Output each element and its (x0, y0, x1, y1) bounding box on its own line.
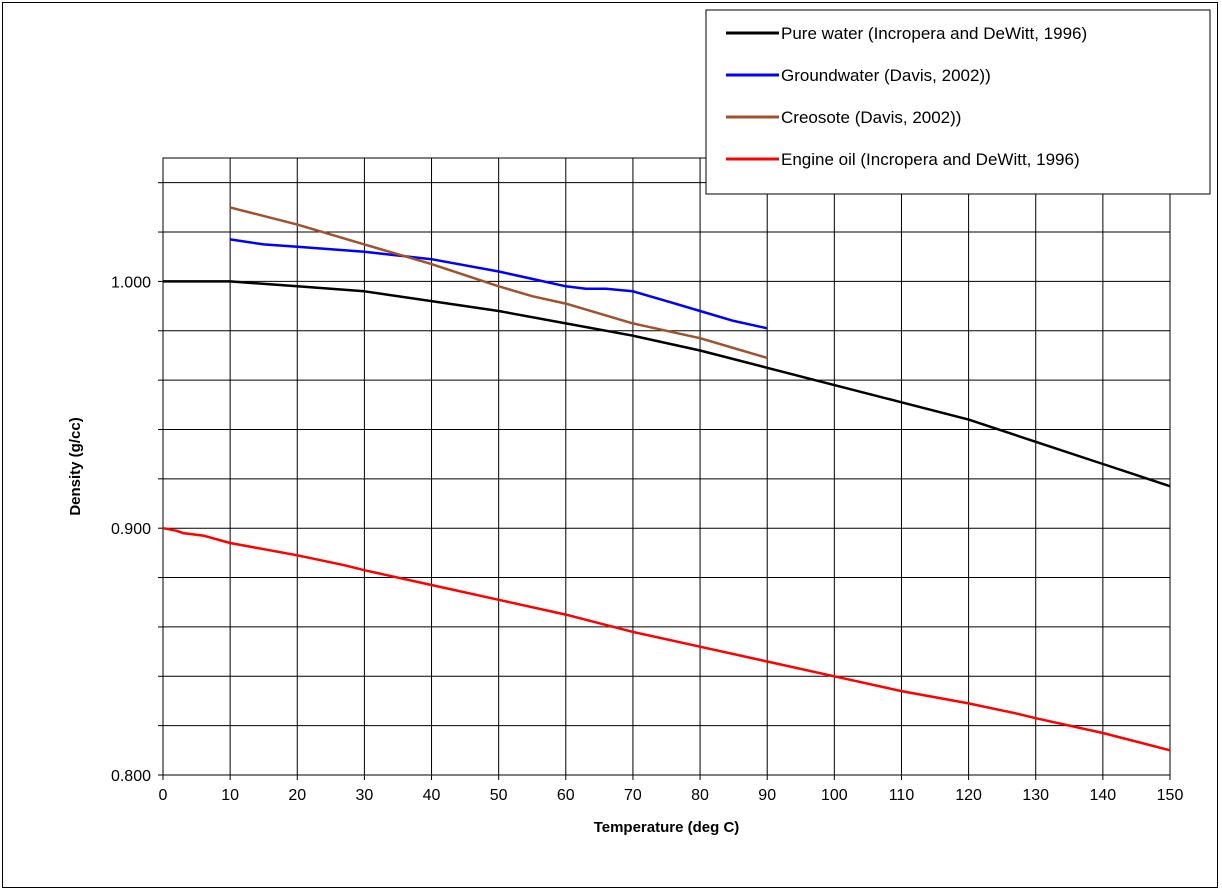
legend-item-creosote: Creosote (Davis, 2002)) (726, 108, 961, 127)
plot-area-border (162, 157, 1171, 776)
x-tick-label: 150 (1157, 787, 1184, 804)
x-tick-label: 30 (356, 787, 374, 804)
series-line-3 (229, 206, 768, 360)
x-tick-label: 20 (288, 787, 306, 804)
x-tick-label: 60 (557, 787, 575, 804)
x-tick-label: 70 (624, 787, 642, 804)
legend-label: Engine oil (Incropera and DeWitt, 1996) (781, 150, 1080, 169)
legend-label: Pure water (Incropera and DeWitt, 1996) (781, 24, 1087, 43)
x-tick-label: 130 (1022, 787, 1049, 804)
tick-labels: 0 10 20 30 40 50 60 70 80 90 100 110 120 130 140 150 0.8… (111, 274, 1183, 804)
legend-item-engine-oil: Engine oil (Incropera and DeWitt, 1996) (726, 150, 1080, 169)
plot-grid (158, 157, 1171, 780)
x-tick-label: 120 (955, 787, 982, 804)
series-line-2 (229, 238, 768, 330)
x-tick-label: 50 (490, 787, 508, 804)
x-tick-label: 90 (758, 787, 776, 804)
legend-item-pure-water: Pure water (Incropera and DeWitt, 1996) (726, 24, 1087, 43)
series-layer (162, 206, 1171, 752)
series-line-1 (163, 280, 1171, 488)
y-tick-label: 0.900 (111, 521, 151, 538)
legend: Pure water (Incropera and DeWitt, 1996) … (705, 9, 1211, 195)
legend-label: Creosote (Davis, 2002)) (781, 108, 961, 127)
y-axis-title: Density (g/cc) (67, 417, 84, 515)
y-tick-label: 1.000 (111, 274, 151, 291)
x-tick-label: 140 (1090, 787, 1117, 804)
x-tick-label: 80 (691, 787, 709, 804)
x-tick-label: 40 (423, 787, 441, 804)
x-tick-label: 100 (821, 787, 848, 804)
x-tick-label: 10 (221, 787, 239, 804)
legend-label: Groundwater (Davis, 2002)) (781, 66, 991, 85)
legend-box (705, 9, 1211, 195)
series-line-4 (162, 526, 1171, 752)
y-tick-label: 0.800 (111, 768, 151, 785)
x-axis-title: Temperature (deg C) (594, 819, 740, 836)
x-tick-label: 0 (159, 787, 168, 804)
x-tick-label: 110 (889, 787, 915, 804)
legend-item-groundwater: Groundwater (Davis, 2002)) (726, 66, 991, 85)
